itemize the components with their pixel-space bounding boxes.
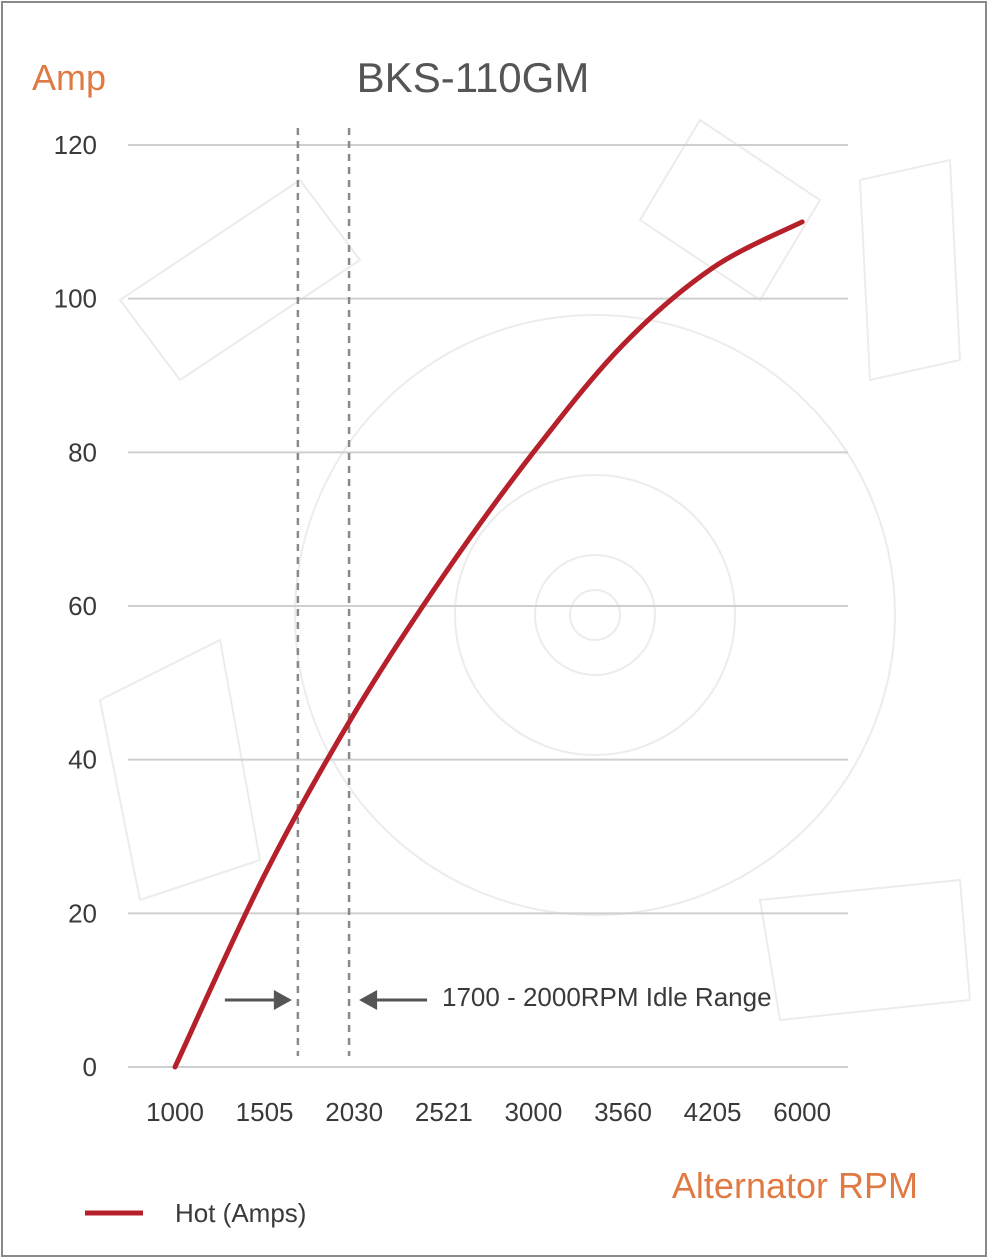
- y-tick-labels: 0 20 40 60 80 100 120: [54, 130, 97, 1082]
- x-tick-3000: 3000: [504, 1097, 562, 1127]
- right-arrow-head: [359, 990, 378, 1010]
- data-point-3000: [532, 451, 534, 453]
- y-tick-120: 120: [54, 130, 97, 160]
- y-tick-80: 80: [68, 437, 97, 467]
- x-axis-title: Alternator RPM: [672, 1165, 918, 1206]
- x-tick-1505: 1505: [236, 1097, 294, 1127]
- series-line-hot-amps: [172, 219, 805, 1070]
- y-tick-100: 100: [54, 284, 97, 314]
- x-tick-labels: 1000 1505 2030 2521 3000 3560 4205 6000: [146, 1097, 831, 1127]
- data-point-1000: [174, 1066, 176, 1068]
- y-tick-60: 60: [68, 591, 97, 621]
- x-tick-3560: 3560: [594, 1097, 652, 1127]
- chart-title: BKS-110GM: [357, 54, 590, 101]
- background-watermark: [98, 118, 972, 1022]
- idle-range: [224, 128, 428, 1056]
- data-point-1505: [264, 874, 266, 876]
- legend-label: Hot (Amps): [175, 1198, 306, 1228]
- data-point-3560: [622, 344, 624, 346]
- left-arrow-head: [273, 990, 292, 1010]
- x-tick-2030: 2030: [325, 1097, 383, 1127]
- y-axis-title: Amp: [32, 57, 106, 98]
- data-point-2030: [353, 713, 355, 715]
- legend: Hot (Amps): [85, 1198, 306, 1228]
- x-tick-2521: 2521: [415, 1097, 473, 1127]
- x-tick-6000: 6000: [773, 1097, 831, 1127]
- idle-range-annotation: 1700 - 2000RPM Idle Range: [442, 982, 772, 1012]
- y-tick-20: 20: [68, 898, 97, 928]
- x-tick-4205: 4205: [684, 1097, 742, 1127]
- x-tick-1000: 1000: [146, 1097, 204, 1127]
- data-point-2521: [443, 574, 445, 576]
- series-layer: [172, 219, 805, 1070]
- y-tick-0: 0: [83, 1052, 97, 1082]
- y-tick-40: 40: [68, 745, 97, 775]
- data-point-4205: [712, 267, 714, 269]
- data-point-6000: [801, 221, 803, 223]
